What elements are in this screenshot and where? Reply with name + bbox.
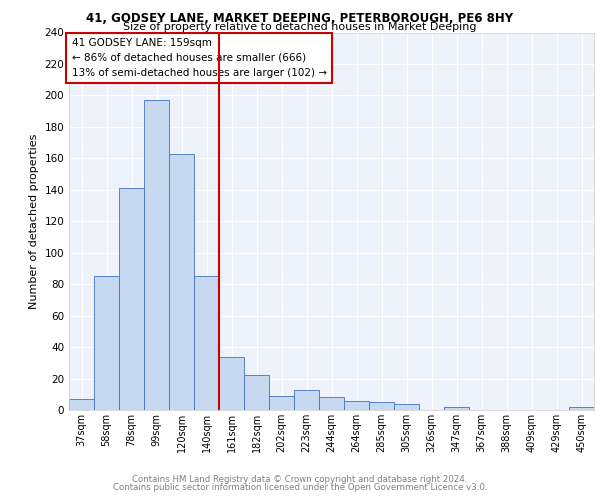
Bar — [244, 376, 269, 410]
Y-axis label: Number of detached properties: Number of detached properties — [29, 134, 39, 309]
Text: 41 GODSEY LANE: 159sqm
← 86% of detached houses are smaller (666)
13% of semi-de: 41 GODSEY LANE: 159sqm ← 86% of detached… — [71, 38, 326, 78]
Bar — [94, 276, 119, 410]
Bar — [169, 154, 194, 410]
Text: Contains public sector information licensed under the Open Government Licence v3: Contains public sector information licen… — [113, 483, 487, 492]
Text: Contains HM Land Registry data © Crown copyright and database right 2024.: Contains HM Land Registry data © Crown c… — [132, 475, 468, 484]
Text: Size of property relative to detached houses in Market Deeping: Size of property relative to detached ho… — [123, 22, 477, 32]
Bar — [319, 398, 344, 410]
Bar — [394, 404, 419, 410]
Bar — [194, 276, 219, 410]
Bar — [294, 390, 319, 410]
Bar — [144, 100, 169, 410]
Bar — [369, 402, 394, 410]
Bar — [344, 400, 369, 410]
Bar — [219, 356, 244, 410]
Bar — [444, 407, 469, 410]
Text: 41, GODSEY LANE, MARKET DEEPING, PETERBOROUGH, PE6 8HY: 41, GODSEY LANE, MARKET DEEPING, PETERBO… — [86, 12, 514, 26]
Bar — [69, 399, 94, 410]
Bar — [269, 396, 294, 410]
Bar — [569, 407, 594, 410]
Bar — [119, 188, 144, 410]
